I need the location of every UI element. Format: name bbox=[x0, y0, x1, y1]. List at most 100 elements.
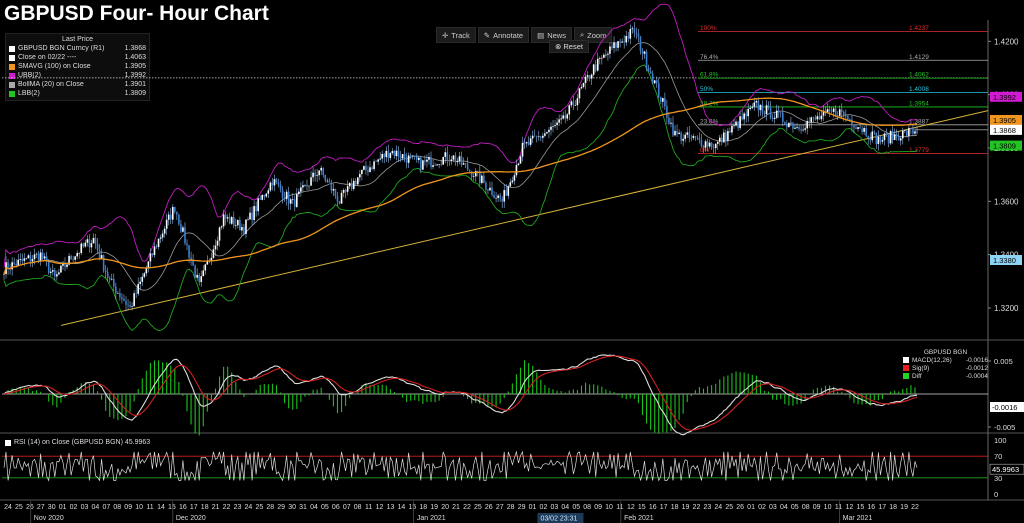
legend-swatch bbox=[9, 72, 15, 79]
zoom-label: Zoom bbox=[587, 30, 607, 40]
candle-body bbox=[133, 293, 135, 307]
candle-body bbox=[444, 152, 447, 157]
candle-body bbox=[293, 199, 296, 207]
candle-body bbox=[90, 243, 93, 248]
x-tick-label: 11 bbox=[835, 504, 842, 511]
candle-body bbox=[25, 258, 28, 259]
x-tick-label: 14 bbox=[157, 504, 165, 511]
chart-title: GBPUSD Four- Hour Chart bbox=[4, 2, 269, 25]
candle-body bbox=[499, 195, 501, 199]
candle-body bbox=[393, 151, 396, 157]
candle-body bbox=[76, 253, 79, 257]
x-tick-label: 16 bbox=[179, 504, 187, 511]
candle-body bbox=[867, 135, 869, 139]
candle-body bbox=[190, 257, 192, 261]
x-tick-label: 09 bbox=[813, 504, 821, 511]
x-tick-label: 27 bbox=[37, 504, 45, 511]
candle-body bbox=[840, 109, 843, 112]
macd-legend-row: Diff -0.0004 bbox=[903, 372, 988, 380]
candle-body bbox=[828, 109, 831, 112]
candle-body bbox=[769, 106, 772, 119]
candle-body bbox=[33, 254, 36, 260]
x-tick-label: 08 bbox=[354, 504, 362, 511]
candle-body bbox=[442, 156, 445, 165]
price-tag bbox=[990, 124, 1022, 135]
annotate-label: Annotate bbox=[493, 30, 524, 40]
candle-body bbox=[430, 157, 432, 167]
candle-body bbox=[910, 128, 912, 129]
candle-body bbox=[413, 155, 416, 157]
x-tick-label: 07 bbox=[343, 504, 351, 511]
candle-body bbox=[655, 80, 658, 84]
candle-body bbox=[102, 255, 105, 271]
candle-body bbox=[361, 169, 363, 174]
candle-body bbox=[47, 261, 50, 273]
candle-body bbox=[52, 270, 54, 272]
cursor-date-label: 03/02 23:31 bbox=[540, 516, 577, 523]
x-tick-label: 30 bbox=[48, 504, 56, 511]
fib-price-label: 1.4008 bbox=[909, 86, 929, 93]
candle-body bbox=[702, 146, 705, 148]
candle-body bbox=[639, 36, 642, 51]
reset-icon: ⊗ bbox=[555, 42, 562, 51]
candle-body bbox=[678, 132, 680, 135]
y-tick-label: 1.4200 bbox=[994, 37, 1019, 46]
annotate-button[interactable]: ✎ Annotate bbox=[477, 27, 530, 43]
candle-body bbox=[127, 304, 129, 306]
candle-body bbox=[899, 138, 902, 141]
x-tick-label: 28 bbox=[507, 504, 515, 511]
candle-body bbox=[271, 182, 274, 186]
candle-body bbox=[759, 104, 762, 111]
candle-body bbox=[204, 264, 207, 271]
month-label: Feb 2021 bbox=[624, 515, 654, 522]
macd-legend-value: -0.0012 bbox=[965, 364, 988, 372]
candle-body bbox=[324, 175, 327, 181]
month-label: Nov 2020 bbox=[34, 515, 64, 522]
candle-body bbox=[454, 155, 457, 163]
candle-body bbox=[281, 189, 284, 198]
x-tick-label: 15 bbox=[168, 504, 176, 511]
candle-body bbox=[86, 239, 89, 243]
candle-body bbox=[178, 214, 180, 225]
fib-pct-label: 100% bbox=[700, 25, 717, 32]
x-tick-label: 23 bbox=[234, 504, 242, 511]
track-button[interactable]: ✛ Track bbox=[436, 27, 476, 43]
cursor-date-tag bbox=[537, 513, 584, 523]
candle-body bbox=[767, 105, 770, 107]
x-tick-label: 15 bbox=[408, 504, 416, 511]
candle-body bbox=[7, 262, 9, 270]
candle-body bbox=[194, 265, 196, 278]
candle-body bbox=[365, 166, 367, 171]
candle-body bbox=[420, 157, 422, 170]
candle-body bbox=[855, 127, 857, 129]
candle-body bbox=[237, 220, 239, 226]
candle-body bbox=[131, 306, 133, 307]
candle-body bbox=[263, 194, 266, 197]
candle-body bbox=[794, 127, 796, 129]
news-icon: ▤ bbox=[537, 30, 545, 40]
candle-body bbox=[704, 141, 707, 148]
candle-body bbox=[743, 113, 745, 120]
candle-body bbox=[773, 117, 776, 119]
zoom-button[interactable]: ⌕ Zoom bbox=[573, 27, 613, 43]
reset-button[interactable]: ⊗ Reset bbox=[549, 40, 589, 53]
candle-body bbox=[302, 185, 304, 188]
candle-body bbox=[727, 131, 729, 141]
x-tick-label: 14 bbox=[397, 504, 405, 511]
candle-body bbox=[186, 243, 188, 246]
candle-body bbox=[115, 286, 117, 294]
candle-body bbox=[527, 142, 530, 145]
x-tick-label: 13 bbox=[387, 504, 395, 511]
candle-body bbox=[200, 276, 203, 283]
candle-body bbox=[836, 115, 839, 117]
candle-body bbox=[373, 161, 375, 170]
candle-body bbox=[751, 106, 754, 108]
candle-body bbox=[906, 130, 908, 136]
candle-body bbox=[607, 53, 609, 55]
candle-body bbox=[257, 198, 259, 212]
candle-body bbox=[476, 170, 479, 172]
candle-body bbox=[576, 98, 579, 106]
candle-body bbox=[259, 198, 262, 200]
candle-body bbox=[641, 50, 644, 54]
